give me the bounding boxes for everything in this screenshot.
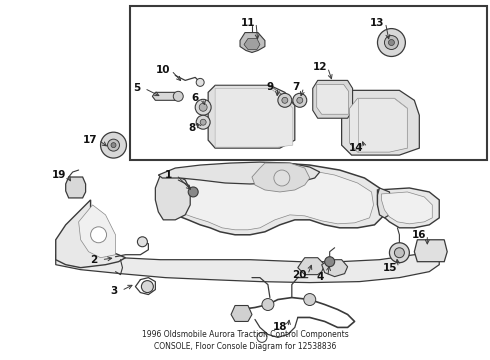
Text: 10: 10 xyxy=(156,66,171,76)
Polygon shape xyxy=(244,39,260,50)
Circle shape xyxy=(200,119,206,125)
Polygon shape xyxy=(56,200,125,268)
Text: 1996 Oldsmobile Aurora Traction Control Components
CONSOLE, Floor Console Diagra: 1996 Oldsmobile Aurora Traction Control … xyxy=(142,330,348,351)
Polygon shape xyxy=(78,205,116,258)
Polygon shape xyxy=(382,192,432,224)
Text: 9: 9 xyxy=(267,82,273,93)
Polygon shape xyxy=(322,260,347,276)
Text: 5: 5 xyxy=(133,84,140,93)
Circle shape xyxy=(196,78,204,86)
Circle shape xyxy=(111,143,116,148)
Circle shape xyxy=(293,93,307,107)
Polygon shape xyxy=(66,177,86,198)
Text: 3: 3 xyxy=(110,285,117,296)
Polygon shape xyxy=(158,163,385,235)
Polygon shape xyxy=(377,188,439,228)
Polygon shape xyxy=(155,175,190,220)
Text: 1: 1 xyxy=(165,170,172,180)
Circle shape xyxy=(282,97,288,103)
Circle shape xyxy=(142,280,153,293)
Polygon shape xyxy=(415,240,447,262)
Polygon shape xyxy=(208,85,295,148)
Text: 18: 18 xyxy=(272,323,287,332)
Text: 8: 8 xyxy=(189,123,196,133)
Polygon shape xyxy=(240,32,265,53)
Circle shape xyxy=(390,243,409,263)
Circle shape xyxy=(195,99,211,115)
Circle shape xyxy=(188,187,198,197)
Polygon shape xyxy=(252,163,310,192)
Circle shape xyxy=(257,332,267,342)
Polygon shape xyxy=(377,188,392,218)
Circle shape xyxy=(137,237,147,247)
Polygon shape xyxy=(162,167,373,230)
Text: 2: 2 xyxy=(90,255,97,265)
Circle shape xyxy=(199,103,207,111)
Circle shape xyxy=(377,28,405,57)
Text: 19: 19 xyxy=(51,170,66,180)
Polygon shape xyxy=(342,90,419,155)
Text: 12: 12 xyxy=(313,62,327,72)
Circle shape xyxy=(262,298,274,310)
Polygon shape xyxy=(215,88,293,147)
Circle shape xyxy=(100,132,126,158)
Text: 14: 14 xyxy=(349,143,364,153)
Circle shape xyxy=(394,248,404,258)
Polygon shape xyxy=(56,252,439,283)
Text: 17: 17 xyxy=(83,135,98,145)
Circle shape xyxy=(107,139,120,151)
Polygon shape xyxy=(313,80,353,118)
Text: 4: 4 xyxy=(316,272,323,282)
Circle shape xyxy=(389,40,394,45)
Bar xyxy=(130,6,487,160)
Circle shape xyxy=(325,257,335,267)
Circle shape xyxy=(385,36,398,50)
Circle shape xyxy=(274,170,290,186)
Polygon shape xyxy=(231,306,252,321)
Circle shape xyxy=(304,293,316,306)
Polygon shape xyxy=(152,92,178,100)
Text: 13: 13 xyxy=(370,18,385,28)
Circle shape xyxy=(278,93,292,107)
Polygon shape xyxy=(298,258,325,275)
Text: 16: 16 xyxy=(412,230,427,240)
Text: 6: 6 xyxy=(192,93,199,103)
Circle shape xyxy=(173,91,183,101)
Text: 7: 7 xyxy=(292,82,299,93)
Circle shape xyxy=(91,227,106,243)
Text: 20: 20 xyxy=(293,270,307,280)
Polygon shape xyxy=(158,162,319,184)
Polygon shape xyxy=(349,98,407,152)
Circle shape xyxy=(196,115,210,129)
Text: 15: 15 xyxy=(383,263,398,273)
Text: 11: 11 xyxy=(241,18,255,28)
Circle shape xyxy=(297,97,303,103)
Polygon shape xyxy=(317,84,348,114)
